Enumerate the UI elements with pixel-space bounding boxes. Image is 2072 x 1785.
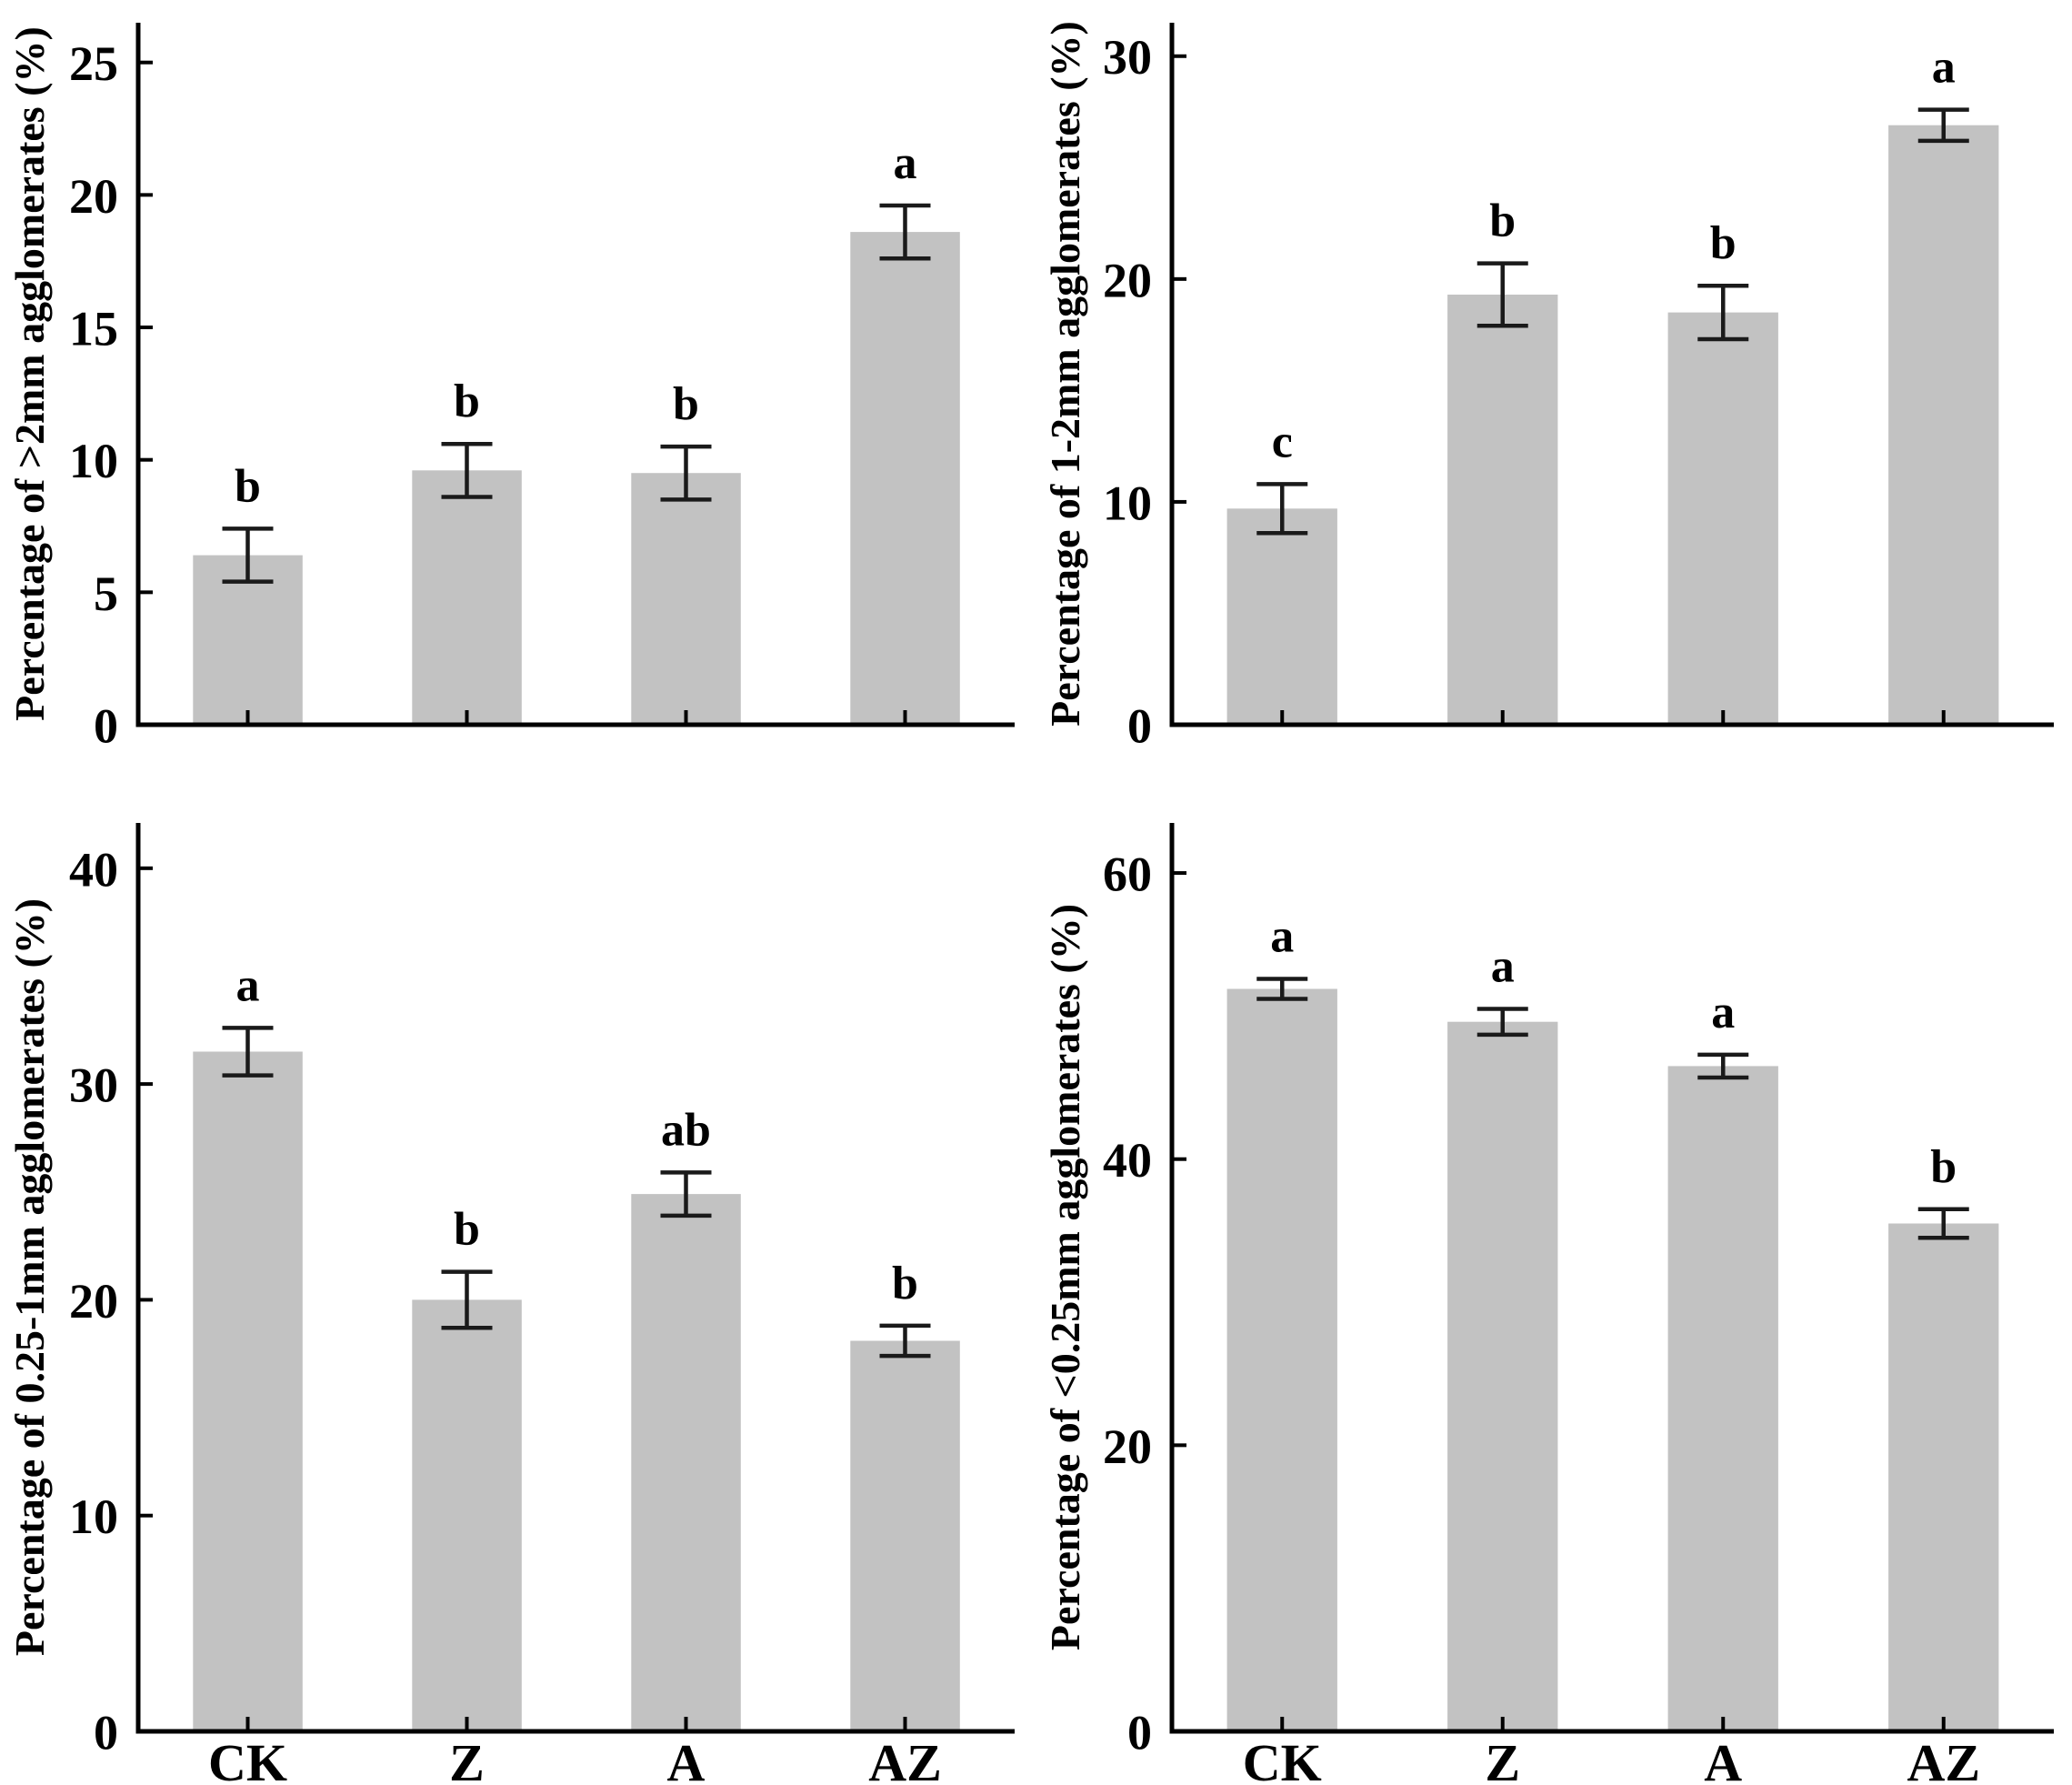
y-tick-label-30: 30 xyxy=(1103,30,1152,85)
error-bar-CK xyxy=(222,1026,274,1078)
bar-Z xyxy=(1447,1021,1558,1731)
y-tick-label-10: 10 xyxy=(69,434,118,488)
y-tick-label-15: 15 xyxy=(69,301,118,356)
bar-Z xyxy=(412,1299,522,1731)
chart-panel-gt-2mm: b b b a 0 5 10 15 20 25 Percentage of >2mm agglome… xyxy=(0,0,1036,800)
x-tick-label-AZ: AZ xyxy=(868,1733,942,1785)
axes xyxy=(1169,823,2054,1734)
bar-A xyxy=(631,473,741,725)
sig-label-CK: b xyxy=(235,460,261,512)
chart-lt-025mm: a CK a Za Ab AZ 0 20 40 60 Percentage of <0.25mm a… xyxy=(1042,823,2054,1785)
y-tick-label-25: 25 xyxy=(69,36,118,91)
x-tick-label-A: A xyxy=(667,1733,706,1785)
error-bar-Z xyxy=(441,1269,493,1330)
axes xyxy=(135,823,1015,1734)
error-bar-CK xyxy=(1256,482,1308,536)
sig-label-CK: c xyxy=(1272,416,1293,467)
bar-AZ xyxy=(1888,1223,1999,1731)
bar-A xyxy=(631,1194,741,1731)
axes xyxy=(135,23,1015,727)
bar-Z xyxy=(412,470,522,725)
bar-A xyxy=(1667,1066,1778,1731)
x-tick-label-A: A xyxy=(1704,1733,1742,1785)
sig-label-A: a xyxy=(1711,987,1735,1038)
x-tick-label-Z: Z xyxy=(1485,1733,1520,1785)
sig-label-A: b xyxy=(1710,217,1737,269)
y-tick-label-5: 5 xyxy=(94,567,118,621)
sig-label-AZ: a xyxy=(1932,42,1956,94)
y-tick-label-40: 40 xyxy=(1103,1133,1152,1188)
error-bar-AZ xyxy=(879,1323,931,1359)
y-tick-label-0: 0 xyxy=(94,1705,118,1760)
error-bar-AZ xyxy=(1917,1207,1969,1240)
error-bar-A xyxy=(660,1170,712,1218)
y-tick-label-10: 10 xyxy=(1103,476,1152,530)
bar-CK xyxy=(1226,508,1337,725)
chart-025-1mm: a CK b Zab Ab AZ 0 10 20 30 40 Percentage of 0.25-1… xyxy=(6,823,1015,1785)
y-tick-label-30: 30 xyxy=(69,1058,118,1113)
axes xyxy=(1169,23,2054,727)
y-tick-label-20: 20 xyxy=(1103,253,1152,307)
y-axis-title: Percentage of >2mm agglomerates (%) xyxy=(6,26,53,721)
y-axis-title: Percentage of 0.25-1mm agglomerates (%) xyxy=(6,898,53,1656)
sig-label-AZ: b xyxy=(892,1258,918,1309)
error-bar-Z xyxy=(1476,1007,1528,1038)
y-tick-label-20: 20 xyxy=(69,169,118,224)
sig-label-A: b xyxy=(673,378,699,430)
chart-panel-1-2mm: c b b a 0 10 20 30 Percentage of 1-2mm agglomera… xyxy=(1036,0,2072,800)
y-tick-label-20: 20 xyxy=(1103,1419,1152,1474)
bar-AZ xyxy=(1888,125,1999,725)
sig-label-CK: a xyxy=(1270,910,1294,962)
error-bar-A xyxy=(660,444,712,502)
bar-AZ xyxy=(850,1340,960,1731)
sig-label-AZ: a xyxy=(894,137,917,189)
x-tick-label-CK: CK xyxy=(208,1733,287,1785)
y-tick-label-0: 0 xyxy=(1127,1705,1152,1760)
y-axis-title: Percentage of <0.25mm agglomerates (%) xyxy=(1042,904,1088,1650)
sig-label-AZ: b xyxy=(1930,1141,1957,1193)
chart-1-2mm: c b b a 0 10 20 30 Percentage of 1-2mm agglomera… xyxy=(1042,21,2054,753)
sig-label-A: ab xyxy=(661,1104,711,1156)
sig-label-Z: a xyxy=(1491,941,1515,993)
bar-CK xyxy=(1226,988,1337,1731)
error-bar-AZ xyxy=(879,203,931,261)
sig-label-Z: b xyxy=(454,1204,480,1256)
error-bar-A xyxy=(1697,283,1749,342)
x-tick-label-CK: CK xyxy=(1243,1733,1322,1785)
error-bar-A xyxy=(1697,1052,1749,1080)
y-tick-label-10: 10 xyxy=(69,1489,118,1544)
error-bar-Z xyxy=(1476,261,1528,328)
bar-AZ xyxy=(850,232,960,726)
x-tick-label-Z: Z xyxy=(449,1733,485,1785)
error-bar-CK xyxy=(222,526,274,584)
x-tick-label-AZ: AZ xyxy=(1907,1733,1980,1785)
sig-label-Z: b xyxy=(1489,196,1516,247)
y-tick-label-40: 40 xyxy=(69,842,118,897)
error-bar-Z xyxy=(441,441,493,499)
y-axis-title: Percentage of 1-2mm agglomerates (%) xyxy=(1042,21,1088,727)
bar-Z xyxy=(1447,295,1558,725)
sig-label-CK: a xyxy=(236,959,260,1011)
sig-label-Z: b xyxy=(454,376,480,427)
bar-CK xyxy=(193,1051,303,1731)
bar-A xyxy=(1667,312,1778,725)
y-tick-label-0: 0 xyxy=(94,698,118,753)
y-tick-label-20: 20 xyxy=(69,1274,118,1329)
error-bar-AZ xyxy=(1917,107,1969,144)
y-tick-label-60: 60 xyxy=(1103,847,1152,902)
error-bar-CK xyxy=(1256,977,1308,1001)
chart-gt-2mm: b b b a 0 5 10 15 20 25 Percentage of >2mm agglome… xyxy=(6,23,1015,753)
y-tick-label-0: 0 xyxy=(1127,698,1152,753)
